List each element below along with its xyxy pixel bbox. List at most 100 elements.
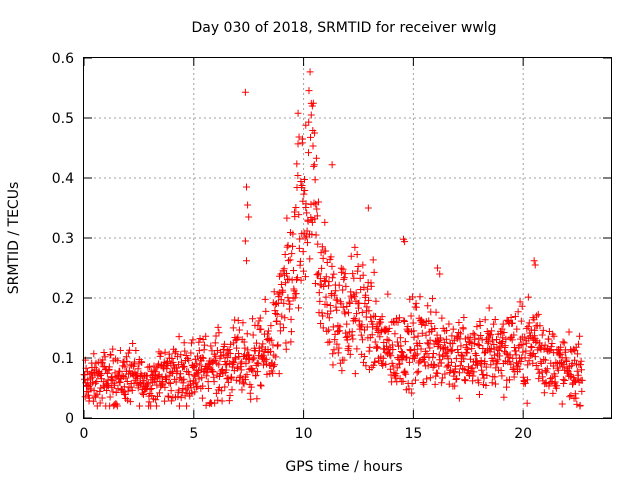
data-point [369, 320, 377, 328]
data-point [98, 394, 106, 402]
data-point [262, 307, 270, 315]
data-point [509, 354, 517, 362]
data-point [438, 314, 446, 322]
data-point [354, 263, 362, 271]
data-point [461, 377, 469, 385]
data-point [559, 338, 567, 346]
data-point [166, 380, 174, 388]
data-point [348, 328, 356, 336]
data-point [426, 344, 434, 352]
data-point [315, 269, 323, 277]
data-point [184, 355, 192, 363]
data-point [379, 354, 387, 362]
data-point [476, 391, 484, 399]
data-point [305, 118, 313, 126]
data-point [242, 183, 250, 191]
data-point [365, 347, 373, 355]
data-point [258, 343, 266, 351]
data-point [191, 388, 199, 396]
data-point [267, 336, 275, 344]
data-point [300, 190, 308, 198]
data-point [164, 362, 172, 370]
data-point [342, 282, 350, 290]
data-point [462, 348, 470, 356]
data-point [209, 368, 217, 376]
data-point [253, 359, 261, 367]
data-point [307, 133, 315, 141]
data-point [538, 331, 546, 339]
data-point [157, 350, 165, 358]
data-point [87, 375, 95, 383]
data-point [226, 350, 234, 358]
data-point [196, 334, 204, 342]
data-point [525, 319, 533, 327]
data-point [324, 282, 332, 290]
data-point [497, 330, 505, 338]
data-point [457, 351, 465, 359]
data-point [316, 297, 324, 305]
data-point [252, 371, 260, 379]
data-point [177, 370, 185, 378]
data-point [522, 339, 530, 347]
data-point [335, 344, 343, 352]
data-point [327, 253, 335, 261]
data-point [399, 353, 407, 361]
data-point [516, 365, 524, 373]
data-point [244, 201, 252, 209]
data-point [359, 336, 367, 344]
data-point [530, 316, 538, 324]
data-point [288, 250, 296, 258]
data-point [293, 276, 301, 284]
data-point [481, 316, 489, 324]
data-point [314, 198, 322, 206]
data-point [368, 331, 376, 339]
data-point [471, 335, 479, 343]
data-point [269, 369, 277, 377]
data-point [106, 393, 114, 401]
data-point [249, 315, 257, 323]
data-point [148, 392, 156, 400]
data-point [267, 322, 275, 330]
data-point [521, 333, 529, 341]
data-point [101, 353, 109, 361]
data-point [185, 356, 193, 364]
data-point [506, 334, 514, 342]
data-point [549, 389, 557, 397]
data-point [513, 325, 521, 333]
data-point [243, 371, 251, 379]
data-point [308, 102, 316, 110]
data-point [498, 372, 506, 380]
data-point [343, 303, 351, 311]
x-tick-label: 20 [514, 426, 532, 442]
data-point [463, 349, 471, 357]
data-point [109, 345, 117, 353]
data-point [521, 379, 529, 387]
data-point [221, 383, 229, 391]
data-point [232, 354, 240, 362]
data-point [384, 327, 392, 335]
data-point [548, 374, 556, 382]
data-point [346, 350, 354, 358]
data-point [351, 243, 359, 251]
data-point [369, 256, 377, 264]
data-point [87, 385, 95, 393]
data-point [481, 357, 489, 365]
x-tick-label: 10 [295, 426, 313, 442]
data-point [187, 349, 195, 357]
data-point [400, 316, 408, 324]
data-point [229, 324, 237, 332]
data-point [377, 318, 385, 326]
data-point [253, 395, 261, 403]
data-point [181, 347, 189, 355]
data-point [198, 354, 206, 362]
data-point [384, 290, 392, 298]
data-point [304, 239, 312, 247]
data-point [452, 376, 460, 384]
data-point [410, 354, 418, 362]
data-point [561, 376, 569, 384]
data-point [314, 240, 322, 248]
data-point [547, 343, 555, 351]
data-point [572, 394, 580, 402]
data-point [254, 322, 262, 330]
data-point [145, 398, 153, 406]
